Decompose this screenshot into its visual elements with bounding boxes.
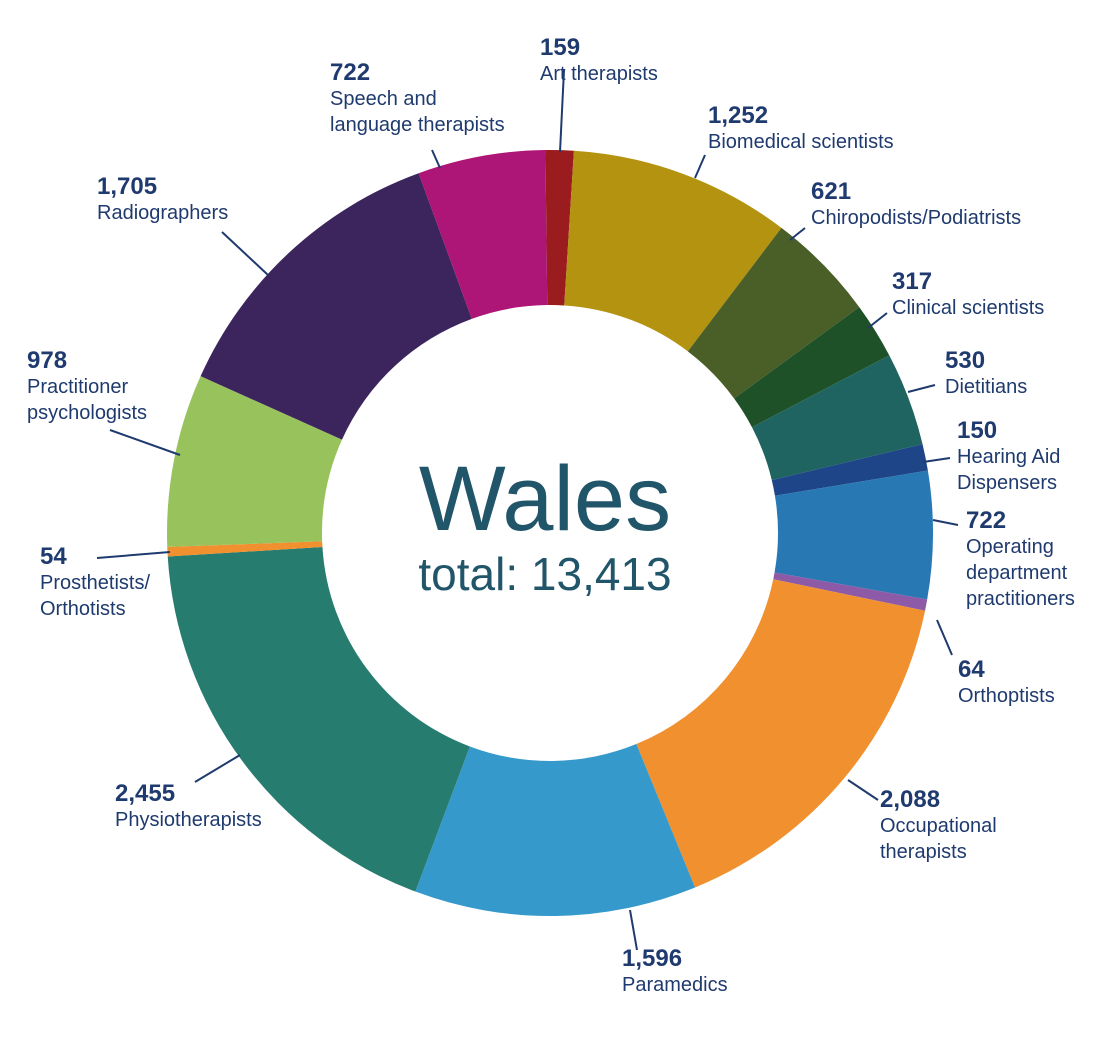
value-label-art-therapists: 159 bbox=[540, 34, 580, 61]
value-label-chiropodists-podiatrists: 621 bbox=[811, 178, 851, 205]
slice-radiographers bbox=[200, 173, 472, 440]
slice-paramedics bbox=[415, 744, 696, 916]
leader-line-prosthetists-orthotists bbox=[96, 551, 171, 559]
chart-subtitle: total: 13,413 bbox=[418, 548, 671, 600]
value-label-physiotherapists: 2,455 bbox=[115, 780, 175, 807]
leader-line-art-therapists bbox=[559, 69, 565, 153]
category-label-chiropodists-podiatrists: Chiropodists/Podiatrists bbox=[811, 207, 1021, 229]
category-label-biomedical-scientists: Biomedical scientists bbox=[708, 131, 894, 153]
value-label-orthoptists: 64 bbox=[958, 656, 985, 683]
slice-occupational-therapists bbox=[636, 579, 926, 888]
category-label-operating-department-practitioners: department bbox=[966, 562, 1068, 584]
category-label-hearing-aid-dispensers: Dispensers bbox=[957, 472, 1057, 494]
leader-line-clinical-scientists bbox=[867, 312, 888, 329]
category-label-prosthetists-orthotists: Prosthetists/ bbox=[40, 572, 150, 594]
category-label-radiographers: Radiographers bbox=[97, 202, 228, 224]
category-label-paramedics: Paramedics bbox=[622, 974, 728, 996]
category-label-practitioner-psychologists: Practitioner bbox=[27, 376, 128, 398]
leader-line-operating-department-practitioners bbox=[932, 519, 959, 526]
category-label-occupational-therapists: Occupational bbox=[880, 815, 997, 837]
value-label-dietitians: 530 bbox=[945, 347, 985, 374]
chart-title: Wales bbox=[419, 448, 671, 550]
value-label-clinical-scientists: 317 bbox=[892, 268, 932, 295]
slice-chiropodists-podiatrists bbox=[687, 227, 860, 399]
slice-clinical-scientists bbox=[734, 307, 890, 428]
value-label-biomedical-scientists: 1,252 bbox=[708, 102, 768, 129]
category-label-orthoptists: Orthoptists bbox=[958, 685, 1055, 707]
leader-line-physiotherapists bbox=[194, 754, 241, 783]
category-label-operating-department-practitioners: Operating bbox=[966, 536, 1054, 558]
leader-line-practitioner-psychologists bbox=[109, 429, 181, 456]
category-label-speech-and-language-therapists: Speech and bbox=[330, 88, 437, 110]
slice-speech-and-language-therapists bbox=[418, 150, 548, 319]
value-label-operating-department-practitioners: 722 bbox=[966, 507, 1006, 534]
value-label-occupational-therapists: 2,088 bbox=[880, 786, 940, 813]
category-label-clinical-scientists: Clinical scientists bbox=[892, 297, 1044, 319]
leader-line-biomedical-scientists bbox=[694, 154, 706, 179]
slice-hearing-aid-dispensers bbox=[771, 444, 928, 496]
leader-line-occupational-therapists bbox=[847, 779, 879, 801]
leader-line-hearing-aid-dispensers bbox=[922, 457, 951, 463]
leader-line-orthoptists bbox=[936, 619, 953, 656]
leaders-group bbox=[96, 69, 959, 951]
slice-biomedical-scientists bbox=[564, 150, 782, 352]
value-label-paramedics: 1,596 bbox=[622, 945, 682, 972]
slice-orthoptists bbox=[773, 572, 928, 611]
category-label-art-therapists: Art therapists bbox=[540, 63, 658, 85]
category-label-speech-and-language-therapists: language therapists bbox=[330, 114, 505, 136]
value-label-speech-and-language-therapists: 722 bbox=[330, 59, 370, 86]
category-label-hearing-aid-dispensers: Hearing Aid bbox=[957, 446, 1060, 468]
leader-line-dietitians bbox=[907, 384, 936, 393]
slice-dietitians bbox=[751, 355, 923, 481]
category-label-occupational-therapists: therapists bbox=[880, 841, 967, 863]
category-label-dietitians: Dietitians bbox=[945, 376, 1027, 398]
category-label-practitioner-psychologists: psychologists bbox=[27, 402, 147, 424]
slices-group bbox=[166, 150, 933, 916]
category-label-prosthetists-orthotists: Orthotists bbox=[40, 598, 126, 620]
leader-line-chiropodists-podiatrists bbox=[789, 227, 806, 241]
leader-line-paramedics bbox=[629, 909, 638, 951]
category-label-physiotherapists: Physiotherapists bbox=[115, 809, 262, 831]
value-label-prosthetists-orthotists: 54 bbox=[40, 543, 67, 570]
value-label-practitioner-psychologists: 978 bbox=[27, 347, 67, 374]
slice-practitioner-psychologists bbox=[166, 376, 342, 547]
leader-line-radiographers bbox=[221, 231, 269, 276]
slice-physiotherapists bbox=[167, 547, 470, 892]
slice-operating-department-practitioners bbox=[774, 470, 933, 600]
leader-line-speech-and-language-therapists bbox=[431, 149, 441, 169]
value-label-hearing-aid-dispensers: 150 bbox=[957, 417, 997, 444]
slice-prosthetists-orthotists bbox=[167, 541, 323, 557]
category-label-operating-department-practitioners: practitioners bbox=[966, 588, 1075, 610]
slice-art-therapists bbox=[545, 150, 574, 306]
value-label-radiographers: 1,705 bbox=[97, 173, 157, 200]
